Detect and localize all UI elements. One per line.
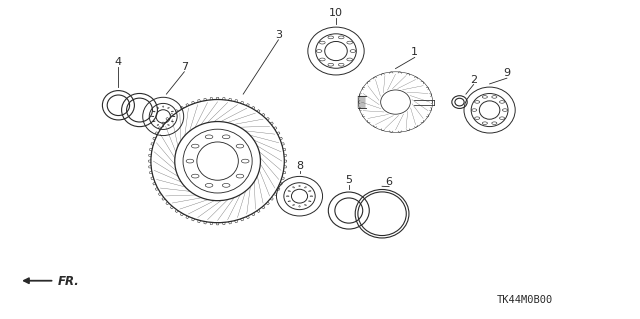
Text: 5: 5 (346, 175, 352, 185)
Text: 9: 9 (503, 68, 511, 78)
Text: 7: 7 (180, 62, 188, 72)
Text: 8: 8 (296, 161, 303, 171)
Text: 2: 2 (470, 75, 477, 85)
Text: 4: 4 (115, 57, 122, 67)
Text: TK44M0B00: TK44M0B00 (497, 295, 553, 305)
Text: 10: 10 (329, 8, 343, 18)
Text: 1: 1 (412, 48, 418, 57)
Text: 6: 6 (386, 177, 392, 187)
Text: 3: 3 (275, 30, 282, 40)
Text: FR.: FR. (58, 275, 79, 288)
